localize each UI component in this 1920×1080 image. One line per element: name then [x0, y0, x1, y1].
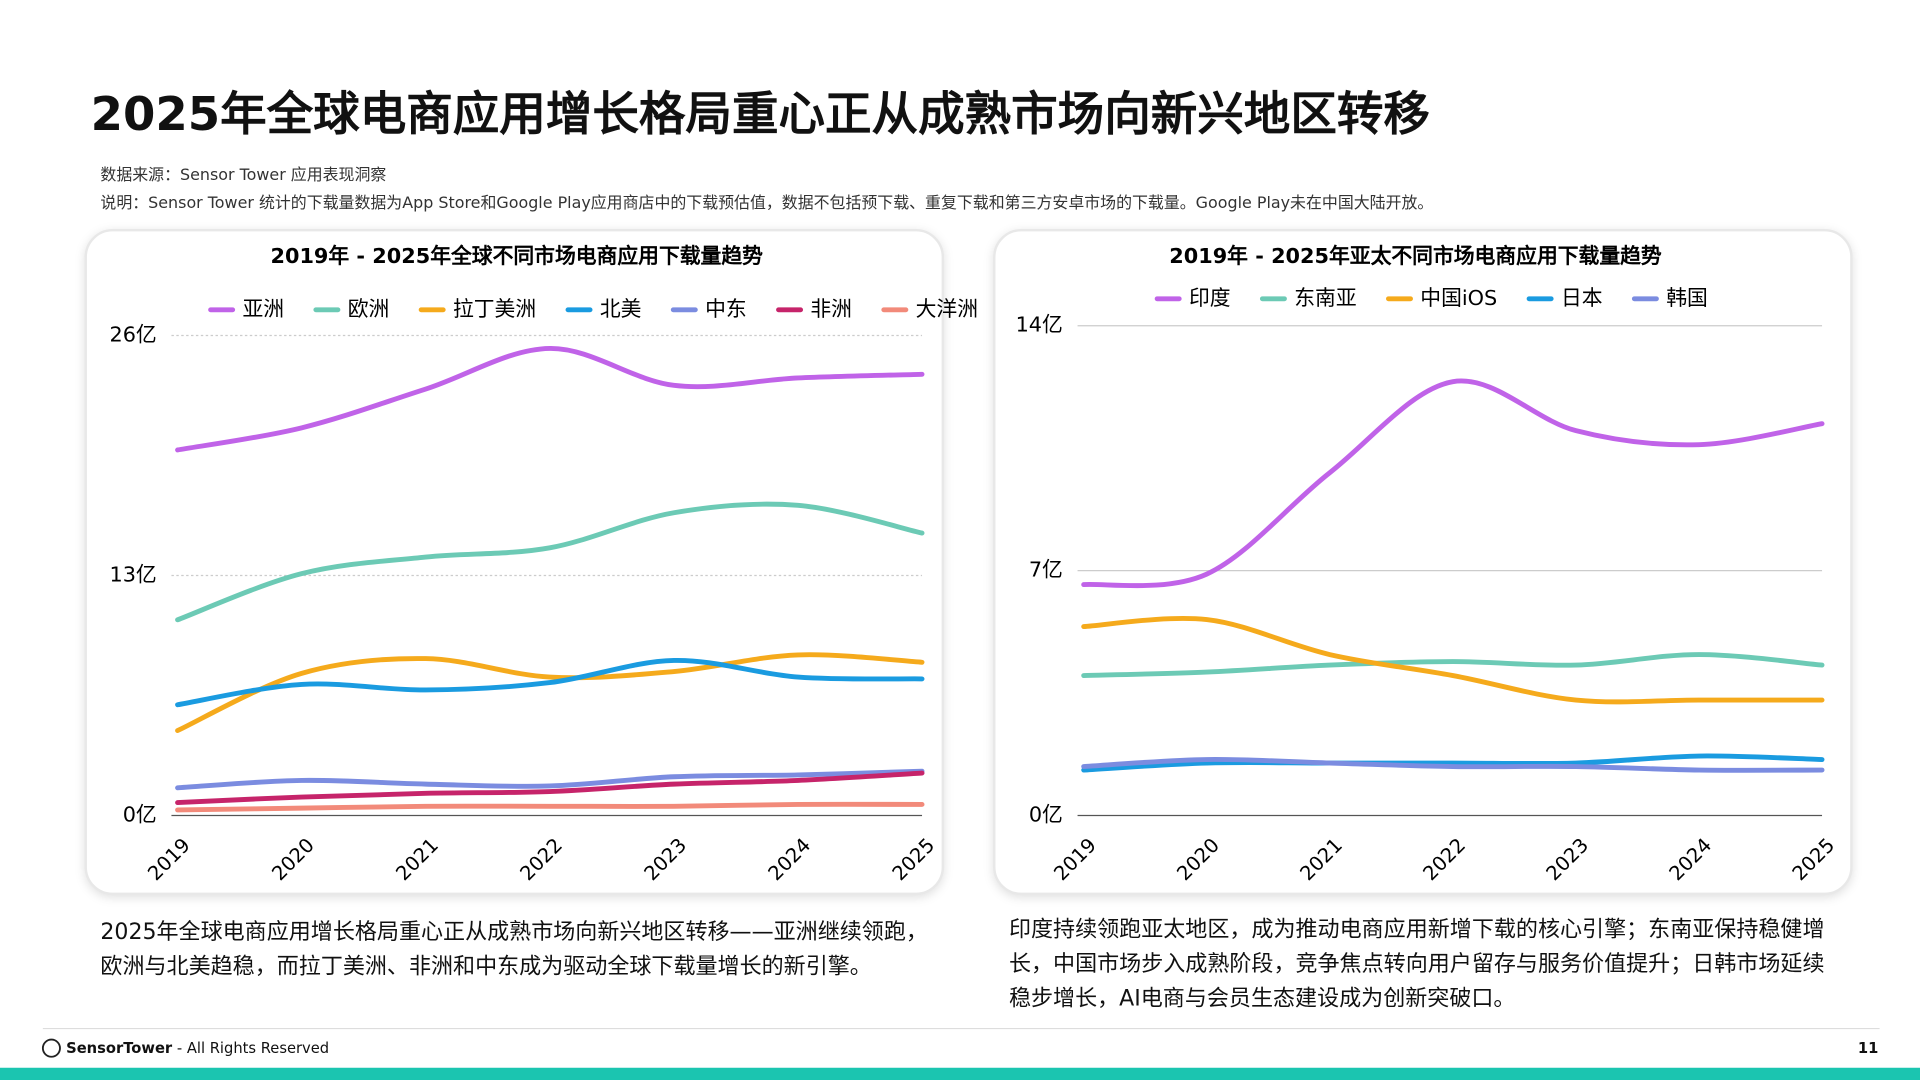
- series-line: [175, 657, 925, 708]
- y-tick-label: 26亿: [109, 323, 156, 347]
- series-line: [175, 345, 925, 453]
- series-line: [175, 652, 925, 734]
- y-tick-label: 13亿: [109, 563, 156, 587]
- footer-rights: - All Rights Reserved: [172, 1039, 330, 1057]
- legend-label: 中国iOS: [1420, 286, 1497, 310]
- series-line: [1081, 753, 1825, 773]
- y-tick-label: 14亿: [1016, 313, 1063, 337]
- legend-label: 非洲: [810, 297, 852, 321]
- footer: SensorTower - All Rights Reserved: [66, 1040, 329, 1057]
- note: 说明：Sensor Tower 统计的下载量数据为App Store和Googl…: [100, 194, 1434, 214]
- series-line: [1081, 378, 1825, 589]
- chart-title: 2019年 - 2025年全球不同市场电商应用下载量趋势: [271, 244, 764, 268]
- series-line: [175, 768, 925, 791]
- legend-label: 东南亚: [1294, 286, 1356, 310]
- legend-label: 日本: [1561, 286, 1603, 310]
- source: 数据来源：Sensor Tower 应用表现洞察: [100, 166, 387, 185]
- legend-label: 中东: [705, 297, 747, 321]
- y-tick-label: 7亿: [1029, 558, 1063, 582]
- legend-label: 欧洲: [348, 297, 390, 321]
- title: 2025年全球电商应用增长格局重心正从成熟市场向新兴地区转移: [90, 86, 1430, 141]
- caption: 印度持续领跑亚太地区，成为推动电商应用新增下载的核心引擎；东南亚保持稳健增长，中…: [1008, 917, 1825, 1012]
- y-tick-label: 0亿: [123, 803, 157, 827]
- series-line: [1081, 757, 1825, 773]
- legend-label: 韩国: [1666, 286, 1708, 310]
- legend-label: 北美: [600, 297, 642, 321]
- series-line: [1081, 615, 1825, 705]
- series-line: [175, 501, 925, 623]
- chart-title: 2019年 - 2025年亚太不同市场电商应用下载量趋势: [1169, 244, 1662, 268]
- caption: 2025年全球电商应用增长格局重心正从成熟市场向新兴地区转移——亚洲继续领跑，欧…: [100, 919, 928, 980]
- legend-label: 亚洲: [242, 297, 284, 321]
- footer-brand: SensorTower: [66, 1039, 173, 1057]
- series-line: [1081, 652, 1825, 679]
- page-number: 11: [1857, 1039, 1879, 1057]
- series-line: [175, 770, 925, 806]
- legend-label: 大洋洲: [916, 297, 978, 321]
- legend-label: 拉丁美洲: [453, 297, 536, 321]
- legend-label: 印度: [1189, 286, 1231, 310]
- y-tick-label: 0亿: [1029, 803, 1063, 827]
- series-line: [175, 801, 925, 813]
